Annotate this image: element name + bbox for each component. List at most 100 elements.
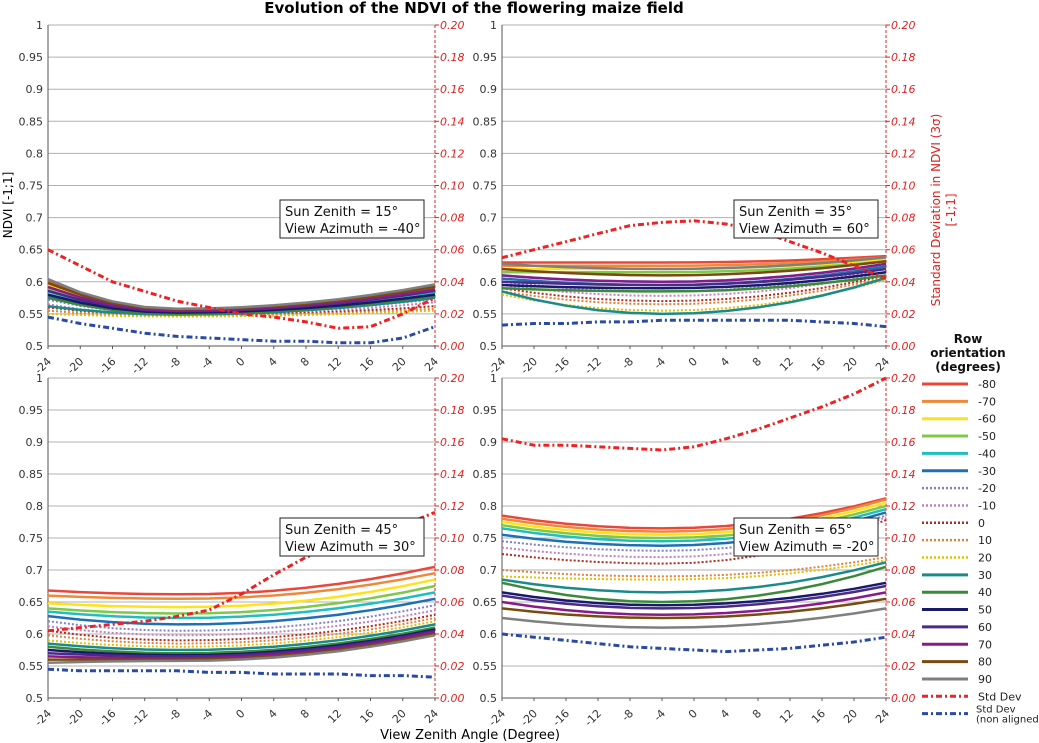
series-line-40 [501, 565, 887, 604]
series-line-50 [501, 581, 887, 607]
y2-tick-label: 0.12 [440, 500, 465, 513]
series-line-20 [47, 309, 436, 318]
x-tick-label: 12 [777, 707, 796, 726]
x-axis-label: View Zenith Angle (Degree) [380, 728, 560, 743]
x-tick-label: -20 [64, 707, 86, 729]
series-line-70 [47, 285, 436, 312]
x-tick-label: -24 [486, 707, 508, 729]
x-tick-label: -16 [550, 355, 572, 377]
legend-label: 70 [978, 638, 992, 651]
y-tick-label: 0.75 [473, 532, 498, 545]
x-tick-label: -16 [97, 355, 119, 377]
y-tick-label: 0.5 [26, 340, 44, 353]
series-line-60 [501, 267, 887, 287]
series-line-0 [501, 519, 887, 565]
series-line-90 [47, 278, 436, 311]
series-line-10 [501, 556, 887, 578]
x-tick-label: 16 [358, 355, 377, 374]
x-tick-label: -4 [198, 707, 215, 724]
y-tick-label: 0.8 [480, 147, 498, 160]
y2-tick-label: 0.06 [891, 596, 916, 609]
x-tick-label: -20 [518, 707, 540, 729]
annotation-text: Sun Zenith = 45° [285, 523, 398, 538]
y2-tick-label: 0.14 [440, 115, 465, 128]
y-tick-label: 0.5 [480, 340, 498, 353]
x-tick-label: 4 [718, 355, 732, 369]
annotation-box [279, 517, 425, 557]
series-line--10 [501, 516, 887, 559]
legend-label: 20 [978, 552, 992, 565]
series-line-30 [501, 276, 887, 316]
series-line--50 [47, 584, 436, 615]
y-tick-label: 0.7 [480, 212, 498, 225]
legend-label: -30 [978, 465, 996, 478]
annotation-text: View Azimuth = 60° [739, 222, 870, 237]
annotation-text: View Azimuth = -40° [285, 222, 420, 237]
y2-tick-label: 0.06 [440, 596, 465, 609]
legend-title: Row [954, 332, 983, 346]
legend-label: Std Dev [978, 690, 1022, 703]
series-line-std-dev [501, 376, 887, 452]
y2-tick-label: 0.04 [440, 628, 465, 641]
y2-tick-label: 0.14 [891, 115, 916, 128]
y-tick-label: 0.65 [473, 596, 498, 609]
annotation-box [733, 199, 879, 239]
x-tick-label: -12 [129, 707, 151, 729]
series-line-std-dev-non-aligned [47, 667, 436, 679]
x-tick-label: 8 [750, 707, 764, 721]
x-tick-label: -8 [619, 355, 636, 372]
y-axis-label-left: NDVI [-1;1] [1, 172, 15, 239]
x-tick-label: 8 [750, 355, 764, 369]
y-tick-label: 0.6 [26, 628, 44, 641]
x-tick-label: 16 [809, 707, 828, 726]
y-tick-label: 0.95 [473, 51, 498, 64]
annotation-text: Sun Zenith = 15° [285, 205, 398, 220]
y2-tick-label: 0.02 [891, 308, 916, 321]
y-tick-label: 1 [36, 19, 43, 32]
y-tick-label: 0.9 [26, 83, 44, 96]
y-tick-label: 1 [36, 372, 43, 385]
y-tick-label: 0.7 [26, 564, 44, 577]
y-tick-label: 0.55 [473, 660, 498, 673]
y-tick-label: 0.6 [26, 276, 44, 289]
x-tick-label: 4 [266, 355, 280, 369]
x-tick-label: 8 [298, 355, 312, 369]
x-tick-label: -24 [32, 707, 54, 729]
chart-panel-3: 0.5 0.55 0.6 0.65 0.7 0.75 0.8 0.85 0.9 0.95 1 0.00… [19, 372, 465, 729]
y-tick-label: 0.85 [19, 115, 44, 128]
legend-label: -40 [978, 447, 996, 460]
x-tick-label: 16 [358, 707, 377, 726]
annotation-text: Sun Zenith = 35° [739, 205, 852, 220]
series-line-30 [501, 561, 887, 594]
legend-label: 60 [978, 621, 992, 634]
series-line-90 [47, 634, 436, 665]
x-tick-label: -8 [166, 355, 183, 372]
y-tick-label: 1 [490, 19, 497, 32]
x-tick-label: 24 [873, 355, 892, 374]
y2-tick-label: 0.20 [891, 19, 916, 32]
series-line-40 [501, 274, 887, 293]
legend-label: -60 [978, 413, 996, 426]
y-tick-label: 0.95 [19, 404, 44, 417]
series-line-std-dev [47, 248, 436, 330]
legend-label: -10 [978, 499, 996, 512]
series-line-0 [501, 274, 887, 303]
legend-label: 30 [978, 569, 992, 582]
y2-tick-label: 0.08 [440, 564, 465, 577]
y2-tick-label: 0.20 [891, 372, 916, 385]
y2-tick-label: 0.16 [891, 83, 916, 96]
y2-tick-label: 0.02 [891, 660, 916, 673]
x-tick-label: -20 [518, 355, 540, 377]
y2-tick-label: 0.20 [440, 372, 465, 385]
x-tick-label: 0 [686, 355, 700, 369]
y-tick-label: 0.55 [473, 308, 498, 321]
series-line-50 [501, 270, 887, 290]
y-tick-label: 0.5 [26, 692, 44, 705]
legend-label: -70 [978, 395, 996, 408]
series-line-10 [501, 276, 887, 306]
x-tick-label: -20 [64, 355, 86, 377]
chart-panel-2: 0.5 0.55 0.6 0.65 0.7 0.75 0.8 0.85 0.9 0.95 1 0.00… [473, 19, 916, 377]
y2-tick-label: 0.08 [891, 212, 916, 225]
